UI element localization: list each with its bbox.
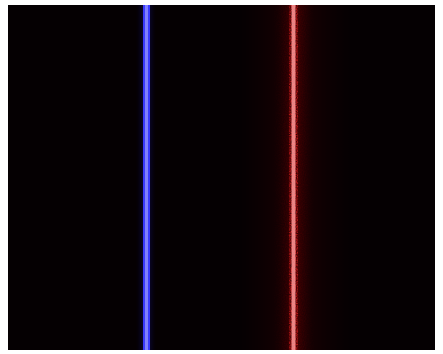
page: (() => { const data = JSON.parse(documen… [0, 0, 443, 354]
photo [0, 0, 443, 354]
red-line-core [292, 5, 296, 350]
dark-background [8, 5, 435, 350]
blue-line-core [145, 5, 148, 350]
